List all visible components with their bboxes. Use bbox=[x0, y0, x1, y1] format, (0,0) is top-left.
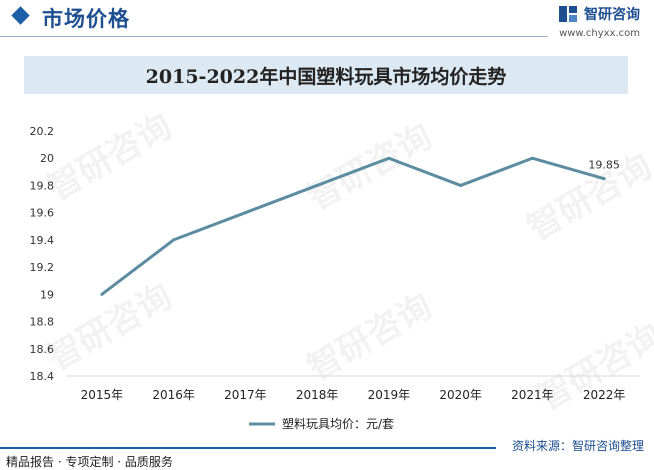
y-tick-label: 19.8 bbox=[30, 179, 55, 192]
data-point bbox=[530, 156, 534, 160]
x-tick-label: 2021年 bbox=[511, 388, 554, 402]
chart-title-band: 2015-2022年中国塑料玩具市场均价走势 bbox=[24, 56, 628, 94]
y-tick-label: 19.6 bbox=[30, 207, 55, 220]
y-tick-label: 18.4 bbox=[30, 370, 55, 383]
data-point bbox=[387, 156, 391, 160]
x-tick-label: 2022年 bbox=[583, 388, 626, 402]
chart-title: 2015-2022年中国塑料玩具市场均价走势 bbox=[145, 65, 507, 88]
footer-tagline: 精品报告 · 专项定制 · 品质服务 bbox=[6, 455, 173, 469]
data-point bbox=[315, 183, 319, 187]
x-tick-label: 2019年 bbox=[368, 388, 411, 402]
brand-logo-icon bbox=[558, 5, 578, 23]
data-label: 19.85 bbox=[588, 159, 620, 172]
x-tick-label: 2020年 bbox=[439, 388, 482, 402]
series-line bbox=[100, 156, 605, 296]
data-point bbox=[243, 211, 247, 215]
data-point bbox=[172, 238, 176, 242]
brand-name: 智研咨询 bbox=[584, 7, 640, 23]
brand-url: www.chyxx.com bbox=[559, 28, 640, 39]
x-tick-label: 2015年 bbox=[81, 388, 124, 402]
x-tick-label: 2016年 bbox=[152, 388, 195, 402]
y-tick-label: 20 bbox=[40, 152, 54, 165]
y-tick-label: 19 bbox=[40, 288, 54, 301]
footer-divider bbox=[0, 447, 496, 449]
y-tick-label: 19.4 bbox=[30, 234, 55, 247]
y-tick-label: 18.8 bbox=[30, 316, 55, 329]
data-point bbox=[100, 292, 104, 296]
y-tick-label: 20.2 bbox=[30, 125, 55, 138]
data-source: 资料来源：智研咨询整理 bbox=[511, 439, 644, 453]
brand: 智研咨询 www.chyxx.com bbox=[558, 4, 640, 39]
x-tick-label: 2017年 bbox=[224, 388, 267, 402]
data-point bbox=[602, 177, 606, 181]
header-divider bbox=[0, 36, 548, 37]
y-tick-label: 18.6 bbox=[30, 343, 55, 356]
page-header: 市场价格 智研咨询 www.chyxx.com bbox=[0, 0, 654, 40]
x-tick-label: 2018年 bbox=[296, 388, 339, 402]
page-title: 市场价格 bbox=[42, 7, 130, 31]
data-point bbox=[459, 183, 463, 187]
legend-label: 塑料玩具均价：元/套 bbox=[282, 416, 394, 431]
y-tick-label: 19.2 bbox=[30, 261, 55, 274]
footer: 资料来源：智研咨询整理 精品报告 · 专项定制 · 品质服务 bbox=[0, 437, 654, 469]
